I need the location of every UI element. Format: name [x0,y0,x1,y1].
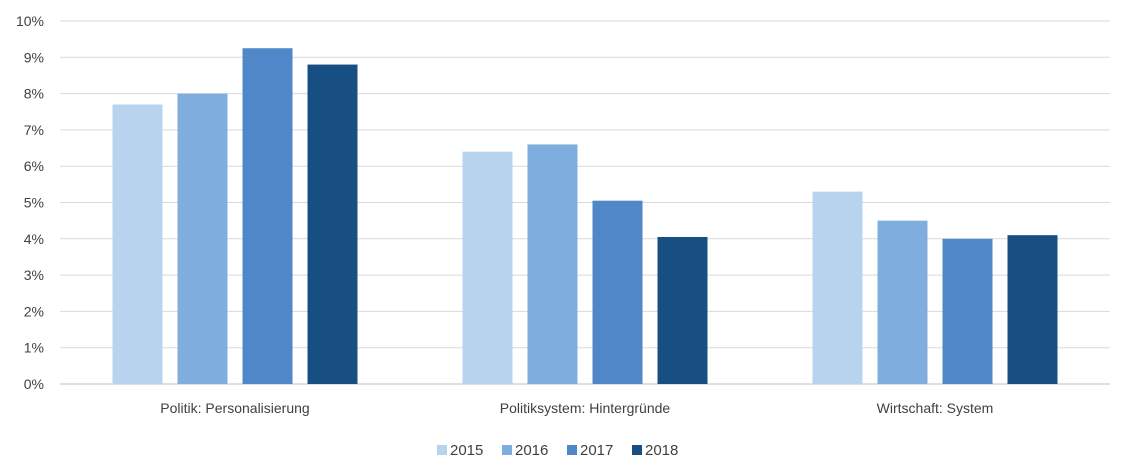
y-tick-label: 3% [24,267,44,283]
legend-swatch-2017 [567,445,577,455]
bar-2016-3 [877,220,928,384]
bar-2015-1 [112,104,163,385]
y-tick-label: 4% [24,231,44,247]
bar-2017-2 [592,200,643,384]
bar-2016-2 [527,144,578,384]
legend-label-2015: 2015 [450,442,483,458]
y-tick-label: 8% [24,86,44,102]
legend-swatch-2015 [437,445,447,455]
y-tick-label: 2% [24,303,44,319]
category-label: Politik: Personalisierung [160,400,309,416]
y-tick-label: 6% [24,158,44,174]
y-tick-label: 10% [16,13,44,29]
x-axis-category-labels: Politik: Personalisierung Politiksystem: … [160,400,993,416]
bars [112,48,1058,385]
bar-2018-1 [307,64,358,384]
legend: 2015 2016 2017 2018 [437,442,678,458]
gridlines [60,20,1110,385]
y-tick-label: 9% [24,49,44,65]
legend-label-2018: 2018 [645,442,678,458]
legend-label-2017: 2017 [580,442,613,458]
y-tick-label: 1% [24,340,44,356]
y-tick-label: 0% [24,376,44,392]
y-tick-label: 7% [24,122,44,138]
category-label: Wirtschaft: System [877,400,994,416]
bar-2015-3 [812,191,863,384]
legend-swatch-2018 [632,445,642,455]
y-axis-tick-labels: 0% 1% 2% 3% 4% 5% 6% 7% 8% 9% 10% [16,13,44,392]
bar-2016-1 [177,93,228,384]
category-label: Politiksystem: Hintergründe [500,400,671,416]
bar-2018-2 [657,236,708,384]
legend-swatch-2016 [502,445,512,455]
bar-2018-3 [1007,235,1058,384]
bar-2015-2 [462,151,513,384]
legend-label-2016: 2016 [515,442,548,458]
y-tick-label: 5% [24,195,44,211]
bar-2017-3 [942,238,993,384]
bar-2017-1 [242,48,293,384]
